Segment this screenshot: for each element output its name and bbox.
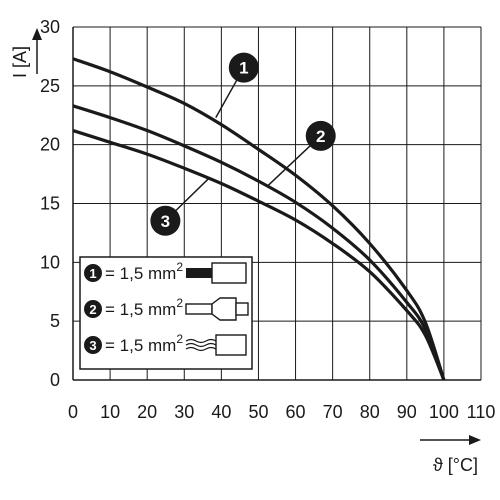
y-axis-label-group: I [A]: [10, 28, 42, 78]
y-tick-label: 30: [40, 17, 60, 37]
axes: [72, 27, 481, 381]
x-tick-label: 70: [323, 402, 343, 422]
series-3-line: [72, 129, 446, 381]
tick-labels: 0 10 20 30 40 50 60 70 80 90 100 110 0 5 10 15 20 25 30: [40, 17, 495, 422]
series-2-line: [72, 104, 446, 381]
curves: [72, 57, 446, 381]
y-tick-label: 10: [40, 252, 60, 272]
curve-markers: 1 2 3: [150, 52, 336, 236]
marker-badge: [305, 120, 336, 151]
legend-entry-text: = 1,5 mm2: [105, 260, 183, 283]
stranded-conductor-icon: [185, 334, 247, 356]
legend-marker-badge: [84, 264, 102, 282]
marker-leader-line: [267, 144, 312, 187]
y-axis-arrow-head: [32, 28, 42, 40]
ferrule-conductor-icon: [185, 297, 249, 321]
legend-entry-text: = 1,5 mm2: [105, 296, 183, 319]
x-tick-label: 40: [211, 402, 231, 422]
marker-number: 3: [161, 212, 170, 231]
x-axis-label-group: ϑ [°C]: [420, 435, 481, 475]
y-tick-label: 15: [40, 194, 60, 214]
legend-entry-superscript: 2: [176, 332, 183, 346]
y-tick-label: 25: [40, 76, 60, 96]
marker-badge: [228, 52, 259, 83]
x-tick-label: 0: [68, 402, 78, 422]
x-tick-label: 90: [397, 402, 417, 422]
legend-entry-superscript: 2: [176, 296, 183, 310]
y-axis-label: I [A]: [10, 46, 30, 78]
legend-marker-number: 3: [89, 338, 96, 353]
marker-number: 2: [316, 127, 325, 146]
legend-marker-number: 1: [89, 266, 96, 281]
legend-marker-badge: [84, 300, 102, 318]
marker-leader-line: [174, 178, 209, 212]
x-axis-arrow-head: [469, 435, 481, 445]
legend-entry-2: 2 = 1,5 mm2: [84, 296, 249, 321]
marker-leader-line: [215, 79, 238, 118]
legend-entry-3: 3 = 1,5 mm2: [84, 332, 247, 356]
series-1-line: [72, 57, 446, 381]
curve-marker-1: 1: [215, 52, 259, 118]
legend-marker-number: 2: [89, 302, 96, 317]
legend-entry-1: 1 = 1,5 mm2: [84, 260, 247, 284]
x-tick-label: 80: [360, 402, 380, 422]
y-tick-label: 5: [50, 311, 60, 331]
curve-marker-2: 2: [267, 120, 336, 187]
x-tick-label: 10: [100, 402, 120, 422]
x-tick-label: 30: [174, 402, 194, 422]
x-axis-label: ϑ [°C]: [433, 455, 478, 475]
solid-conductor-icon: [186, 262, 247, 284]
x-tick-label: 20: [137, 402, 157, 422]
x-tick-label: 60: [286, 402, 306, 422]
legend-entry-text: = 1,5 mm2: [105, 332, 183, 355]
marker-number: 1: [239, 59, 248, 78]
marker-badge: [150, 205, 181, 236]
y-tick-label: 20: [40, 135, 60, 155]
curve-marker-3: 3: [150, 178, 209, 236]
legend-entry-superscript: 2: [176, 260, 183, 274]
x-tick-label: 100: [429, 402, 459, 422]
y-tick-label: 0: [50, 370, 60, 390]
legend-marker-badge: [84, 336, 102, 354]
x-tick-label: 50: [248, 402, 268, 422]
x-tick-label: 110: [467, 402, 496, 422]
